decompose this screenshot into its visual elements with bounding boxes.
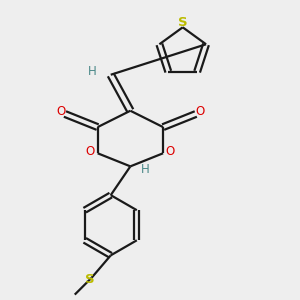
Text: H: H	[88, 65, 97, 78]
Text: O: O	[166, 145, 175, 158]
Text: S: S	[85, 273, 95, 286]
Text: O: O	[86, 145, 95, 158]
Text: H: H	[141, 163, 149, 176]
Text: O: O	[56, 105, 66, 118]
Text: S: S	[178, 16, 188, 29]
Text: O: O	[195, 105, 204, 118]
